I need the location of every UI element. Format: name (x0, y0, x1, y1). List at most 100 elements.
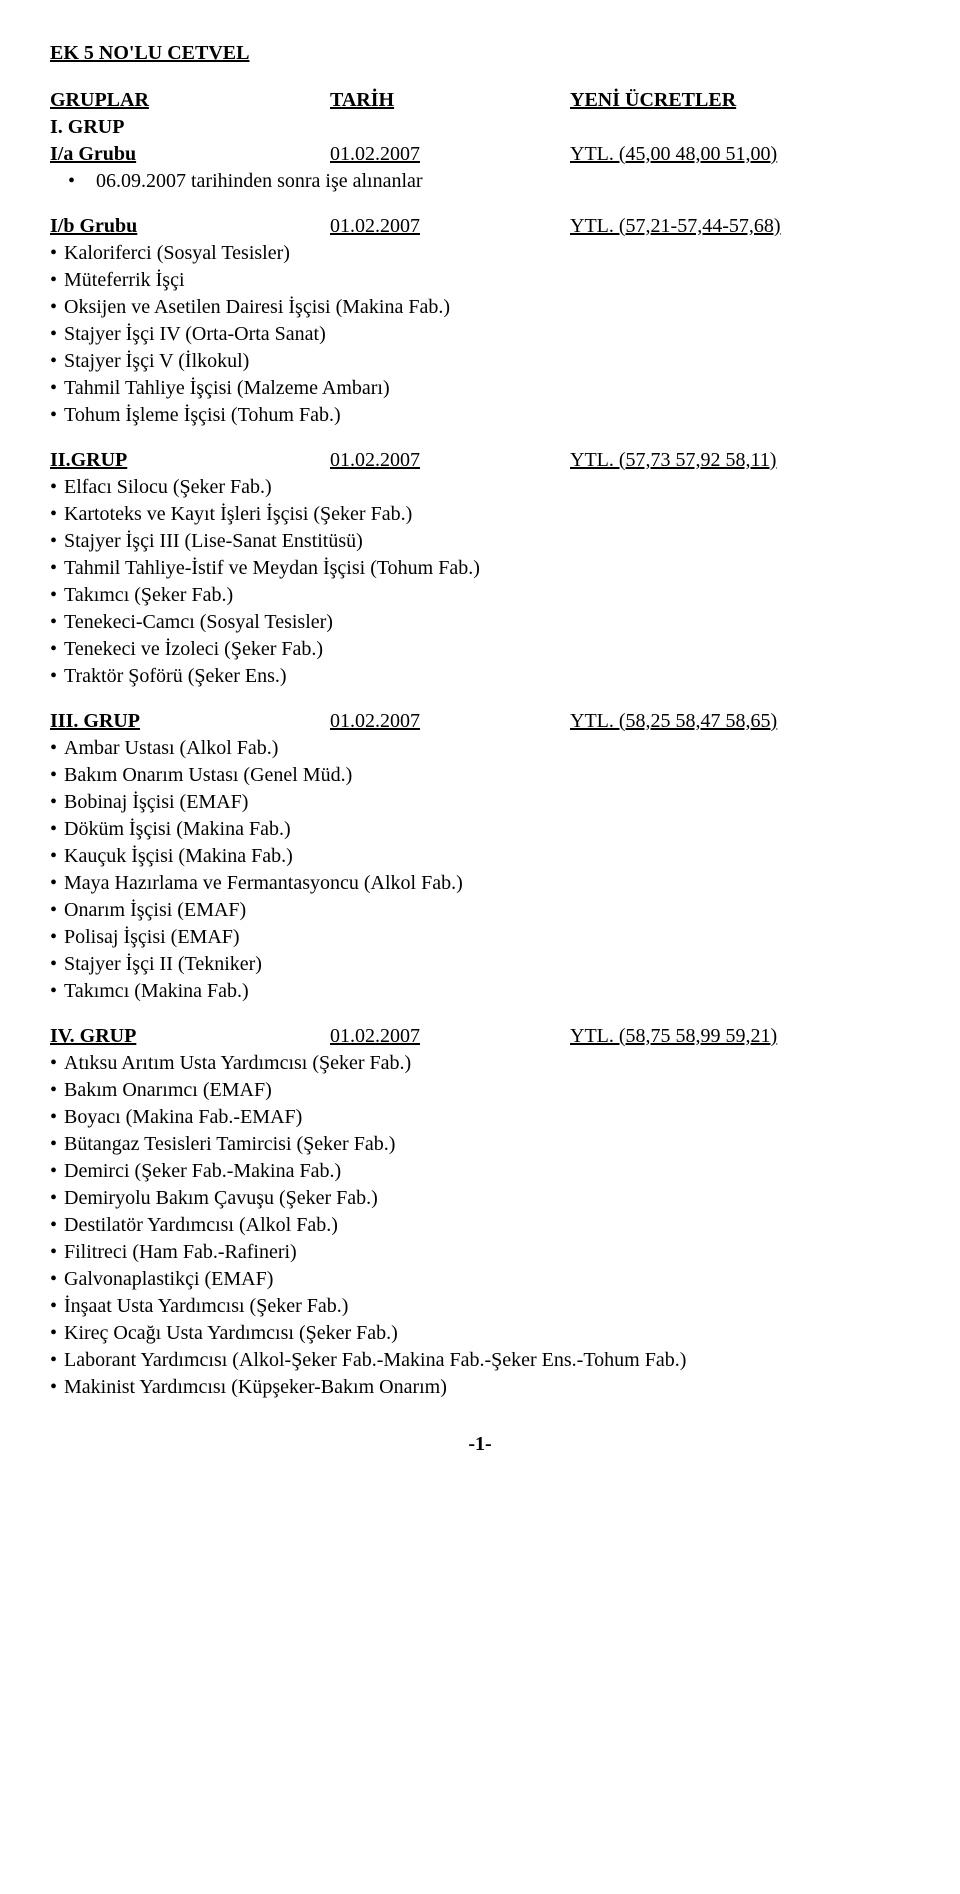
row-1b-name: I/b Grubu (50, 213, 330, 240)
list-item: •Tahmil Tahliye İşçisi (Malzeme Ambarı) (50, 375, 910, 402)
list-item: •Destilatör Yardımcısı (Alkol Fab.) (50, 1212, 910, 1239)
bullet-icon: • (50, 402, 64, 429)
row-2-rate: YTL. (57,73 57,92 58,11) (570, 447, 910, 474)
list-item: •Stajyer İşçi IV (Orta-Orta Sanat) (50, 321, 910, 348)
bullet-icon: • (50, 924, 64, 951)
bullet-icon: • (50, 375, 64, 402)
header-gruplar: GRUPLAR (50, 87, 330, 114)
list-item: •İnşaat Usta Yardımcısı (Şeker Fab.) (50, 1293, 910, 1320)
bullet-icon: • (50, 1320, 64, 1347)
list-group-2: •Elfacı Silocu (Şeker Fab.)•Kartoteks ve… (50, 474, 910, 690)
list-item: •Tahmil Tahliye-İstif ve Meydan İşçisi (… (50, 555, 910, 582)
bullet-icon: • (50, 555, 64, 582)
list-item-text: Oksijen ve Asetilen Dairesi İşçisi (Maki… (64, 294, 910, 321)
bullet-icon: • (50, 168, 96, 195)
list-item: •Tohum İşleme İşçisi (Tohum Fab.) (50, 402, 910, 429)
list-item-text: İnşaat Usta Yardımcısı (Şeker Fab.) (64, 1293, 910, 1320)
list-item-text: Maya Hazırlama ve Fermantasyoncu (Alkol … (64, 870, 910, 897)
group-1-label: I. GRUP (50, 114, 910, 141)
bullet-icon: • (50, 843, 64, 870)
list-item: •Tenekeci ve İzoleci (Şeker Fab.) (50, 636, 910, 663)
list-item: •Polisaj İşçisi (EMAF) (50, 924, 910, 951)
list-item: •Demirci (Şeker Fab.-Makina Fab.) (50, 1158, 910, 1185)
bullet-icon: • (50, 348, 64, 375)
list-item-text: Polisaj İşçisi (EMAF) (64, 924, 910, 951)
list-item: •Döküm İşçisi (Makina Fab.) (50, 816, 910, 843)
row-1b: I/b Grubu 01.02.2007 YTL. (57,21-57,44-5… (50, 213, 910, 240)
list-item: •Laborant Yardımcısı (Alkol-Şeker Fab.-M… (50, 1347, 910, 1374)
list-item: •Bütangaz Tesisleri Tamircisi (Şeker Fab… (50, 1131, 910, 1158)
header-tarih: TARİH (330, 87, 570, 114)
list-item: •Kartoteks ve Kayıt İşleri İşçisi (Şeker… (50, 501, 910, 528)
table-header: GRUPLAR TARİH YENİ ÜCRETLER (50, 87, 910, 114)
list-item-text: Tohum İşleme İşçisi (Tohum Fab.) (64, 402, 910, 429)
list-item: •Ambar Ustası (Alkol Fab.) (50, 735, 910, 762)
row-1b-rate: YTL. (57,21-57,44-57,68) (570, 213, 910, 240)
list-item-text: Demiryolu Bakım Çavuşu (Şeker Fab.) (64, 1185, 910, 1212)
bullet-icon: • (50, 735, 64, 762)
bullet-icon: • (50, 1158, 64, 1185)
list-item-text: Kireç Ocağı Usta Yardımcısı (Şeker Fab.) (64, 1320, 910, 1347)
list-item: •Bakım Onarım Ustası (Genel Müd.) (50, 762, 910, 789)
bullet-icon: • (50, 1212, 64, 1239)
bullet-icon: • (50, 1374, 64, 1401)
page-number: -1- (50, 1431, 910, 1458)
list-item: •Maya Hazırlama ve Fermantasyoncu (Alkol… (50, 870, 910, 897)
list-item-text: Laborant Yardımcısı (Alkol-Şeker Fab.-Ma… (64, 1347, 910, 1374)
bullet-icon: • (50, 1239, 64, 1266)
list-item: •Makinist Yardımcısı (Küpşeker-Bakım Ona… (50, 1374, 910, 1401)
list-item-text: Kauçuk İşçisi (Makina Fab.) (64, 843, 910, 870)
row-3: III. GRUP 01.02.2007 YTL. (58,25 58,47 5… (50, 708, 910, 735)
document-title: EK 5 NO'LU CETVEL (50, 40, 910, 67)
list-item: •Oksijen ve Asetilen Dairesi İşçisi (Mak… (50, 294, 910, 321)
list-item-text: Destilatör Yardımcısı (Alkol Fab.) (64, 1212, 910, 1239)
bullet-icon: • (50, 528, 64, 555)
list-item: •Tenekeci-Camcı (Sosyal Tesisler) (50, 609, 910, 636)
row-2: II.GRUP 01.02.2007 YTL. (57,73 57,92 58,… (50, 447, 910, 474)
list-item-text: Kaloriferci (Sosyal Tesisler) (64, 240, 910, 267)
row-2-name: II.GRUP (50, 447, 330, 474)
list-item-text: Tenekeci-Camcı (Sosyal Tesisler) (64, 609, 910, 636)
bullet-icon: • (50, 609, 64, 636)
list-group-3: •Ambar Ustası (Alkol Fab.)•Bakım Onarım … (50, 735, 910, 1005)
list-item-text: Makinist Yardımcısı (Küpşeker-Bakım Onar… (64, 1374, 910, 1401)
list-item-text: Bakım Onarım Ustası (Genel Müd.) (64, 762, 910, 789)
list-item: •Traktör Şoförü (Şeker Ens.) (50, 663, 910, 690)
list-item: •Onarım İşçisi (EMAF) (50, 897, 910, 924)
list-item-text: Stajyer İşçi II (Tekniker) (64, 951, 910, 978)
list-item: •Elfacı Silocu (Şeker Fab.) (50, 474, 910, 501)
list-item-text: Tahmil Tahliye İşçisi (Malzeme Ambarı) (64, 375, 910, 402)
list-item-text: Elfacı Silocu (Şeker Fab.) (64, 474, 910, 501)
list-item-text: Stajyer İşçi IV (Orta-Orta Sanat) (64, 321, 910, 348)
row-1a-date: 01.02.2007 (330, 141, 570, 168)
bullet-icon: • (50, 789, 64, 816)
list-group-1b: •Kaloriferci (Sosyal Tesisler)•Müteferri… (50, 240, 910, 429)
list-item-text: Onarım İşçisi (EMAF) (64, 897, 910, 924)
list-item: •Bakım Onarımcı (EMAF) (50, 1077, 910, 1104)
bullet-icon: • (50, 636, 64, 663)
list-item-text: Bakım Onarımcı (EMAF) (64, 1077, 910, 1104)
list-item: •Kaloriferci (Sosyal Tesisler) (50, 240, 910, 267)
list-item: •Takımcı (Şeker Fab.) (50, 582, 910, 609)
list-item: •Stajyer İşçi II (Tekniker) (50, 951, 910, 978)
bullet-icon: • (50, 1185, 64, 1212)
bullet-icon: • (50, 1293, 64, 1320)
list-item: •Demiryolu Bakım Çavuşu (Şeker Fab.) (50, 1185, 910, 1212)
row-1a-name: I/a Grubu (50, 141, 330, 168)
list-item: •Müteferrik İşçi (50, 267, 910, 294)
bullet-icon: • (50, 1347, 64, 1374)
list-item-text: Stajyer İşçi V (İlkokul) (64, 348, 910, 375)
row-2-date: 01.02.2007 (330, 447, 570, 474)
list-item-text: Galvonaplastikçi (EMAF) (64, 1266, 910, 1293)
bullet-icon: • (50, 474, 64, 501)
row-1b-date: 01.02.2007 (330, 213, 570, 240)
row-4-date: 01.02.2007 (330, 1023, 570, 1050)
bullet-icon: • (50, 321, 64, 348)
row-1a: I/a Grubu 01.02.2007 YTL. (45,00 48,00 5… (50, 141, 910, 168)
bullet-icon: • (50, 816, 64, 843)
list-item-text: Ambar Ustası (Alkol Fab.) (64, 735, 910, 762)
bullet-icon: • (50, 1050, 64, 1077)
bullet-icon: • (50, 762, 64, 789)
list-item: •Atıksu Arıtım Usta Yardımcısı (Şeker Fa… (50, 1050, 910, 1077)
row-3-date: 01.02.2007 (330, 708, 570, 735)
